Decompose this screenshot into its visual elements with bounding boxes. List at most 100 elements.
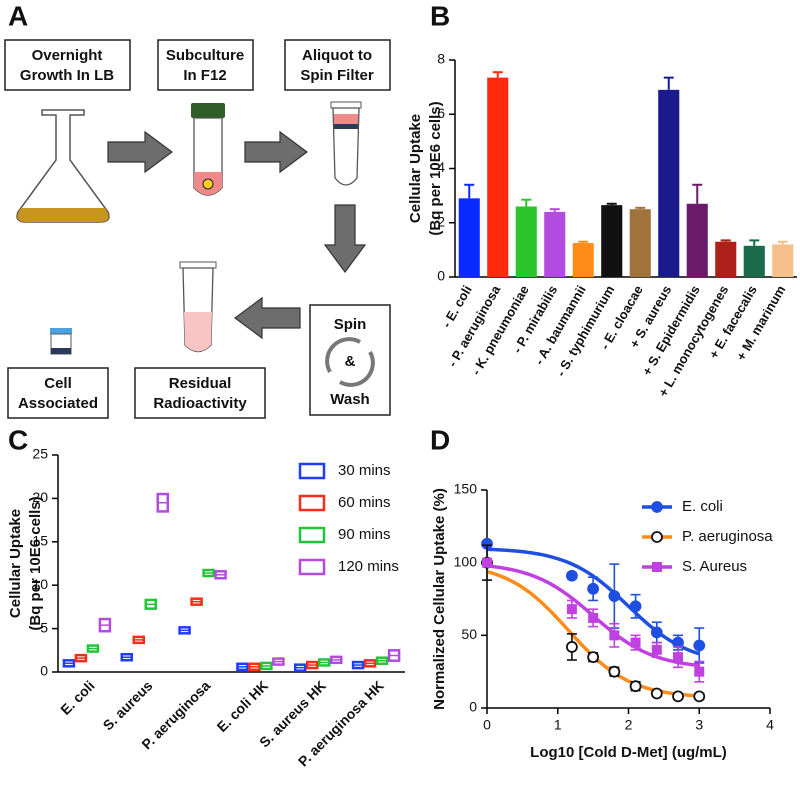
step-text: Spin Filter: [300, 67, 374, 84]
point: [587, 582, 600, 595]
point: [650, 687, 663, 700]
step-text: &: [345, 353, 356, 370]
y-tick-label: 25: [32, 446, 48, 462]
step-box: [157, 39, 254, 91]
cycle-arrow: [339, 351, 375, 387]
y-tick-label: 100: [454, 553, 478, 569]
step-text: Associated: [18, 395, 98, 412]
step-text: Aliquot to: [302, 47, 372, 64]
bar: [458, 198, 480, 277]
x-tick-label: 0: [483, 717, 491, 733]
step-box: [7, 367, 109, 419]
legend-label: E. coli: [682, 498, 723, 515]
y-tick-label: 150: [454, 481, 478, 497]
legend-label: 90 mins: [338, 526, 391, 543]
point: [608, 665, 621, 678]
filter-membrane: [51, 348, 71, 354]
point: [629, 680, 642, 693]
legend-swatch: [298, 526, 326, 544]
x-tick-label: E. coli HK: [214, 677, 272, 735]
arrow: [233, 296, 301, 340]
point: [629, 600, 642, 613]
y-tick-label: 0: [437, 268, 445, 284]
bar: [487, 77, 509, 277]
y-tick-label: 4: [437, 159, 445, 175]
legend-swatch: [298, 494, 326, 512]
point: [672, 690, 684, 703]
step-text: Cell: [44, 375, 72, 392]
y-axis-title: Cellular Uptake: [407, 114, 424, 223]
y-tick-label: 0: [469, 699, 477, 715]
flask: [16, 109, 110, 223]
y-tick-label: 20: [32, 489, 48, 505]
legend-label: 30 mins: [338, 462, 391, 479]
cycle-arrow: [325, 337, 361, 373]
radioactive-icon: [202, 178, 214, 190]
x-tick-label: 2: [625, 717, 633, 733]
point: [609, 630, 620, 641]
arrow: [244, 130, 309, 174]
step-text: Subculture: [166, 47, 244, 64]
legend-marker: [651, 501, 663, 513]
step-text: Spin: [334, 316, 367, 333]
arrow: [107, 130, 174, 174]
point: [566, 569, 578, 582]
x-tick-label: E. coli: [57, 677, 97, 717]
spin-cap: [330, 101, 362, 109]
legend-marker: [651, 531, 663, 543]
y-tick-label: 10: [32, 576, 48, 592]
y-tick-label: 15: [32, 533, 48, 549]
point: [566, 604, 577, 615]
point: [482, 557, 492, 568]
y-axis-title: Normalized Cellular Uptake (%): [431, 488, 448, 710]
panel-label: D: [430, 424, 450, 455]
step-box: [284, 39, 391, 91]
bar: [743, 245, 765, 277]
point: [608, 590, 621, 602]
legend-marker: [652, 562, 662, 572]
workflow-diagram: Overnight Growth In LB Subculture In F12…: [4, 39, 391, 419]
y-tick-label: 8: [437, 51, 445, 67]
residual-liquid: [184, 312, 212, 352]
y-axis-title: Cellular Uptake: [7, 509, 24, 618]
y-tick-label: 2: [437, 213, 445, 229]
bar: [658, 89, 680, 278]
step-box: [4, 39, 131, 91]
point: [587, 651, 600, 664]
step-text: In F12: [183, 67, 226, 84]
y-tick-label: 50: [461, 626, 477, 642]
bar: [601, 205, 623, 277]
fit-curve: [486, 547, 700, 656]
y-tick-label: 5: [40, 619, 48, 635]
point: [650, 626, 663, 639]
legend-label: 60 mins: [338, 494, 391, 511]
bar: [772, 244, 794, 277]
panel-label: C: [8, 424, 28, 455]
legend-swatch: [298, 462, 326, 480]
bar: [515, 206, 537, 277]
spin-sample: [334, 114, 358, 124]
step-text: Residual: [169, 375, 232, 392]
bar: [572, 243, 594, 277]
panel-label: A: [8, 0, 28, 31]
point: [651, 644, 662, 655]
tube-cap: [191, 103, 225, 118]
y-tick-label: 6: [437, 105, 445, 121]
bar: [715, 241, 737, 277]
arrow: [323, 204, 367, 274]
point: [693, 690, 706, 703]
y-tick-label: 0: [40, 663, 48, 679]
filter-cap: [50, 328, 72, 334]
step-text: Wash: [330, 391, 369, 408]
point: [588, 612, 599, 623]
x-axis-title: Log10 [Cold D-Met] (ug/mL): [530, 744, 727, 761]
y-axis-title: (Bq per 10E6 cells): [427, 101, 444, 235]
point: [694, 666, 705, 677]
point: [693, 639, 706, 652]
x-tick-label: 4: [766, 717, 774, 733]
point: [630, 637, 641, 648]
legend-label: 120 mins: [338, 558, 399, 575]
point: [566, 641, 578, 653]
legend-label: P. aeruginosa: [682, 528, 773, 545]
